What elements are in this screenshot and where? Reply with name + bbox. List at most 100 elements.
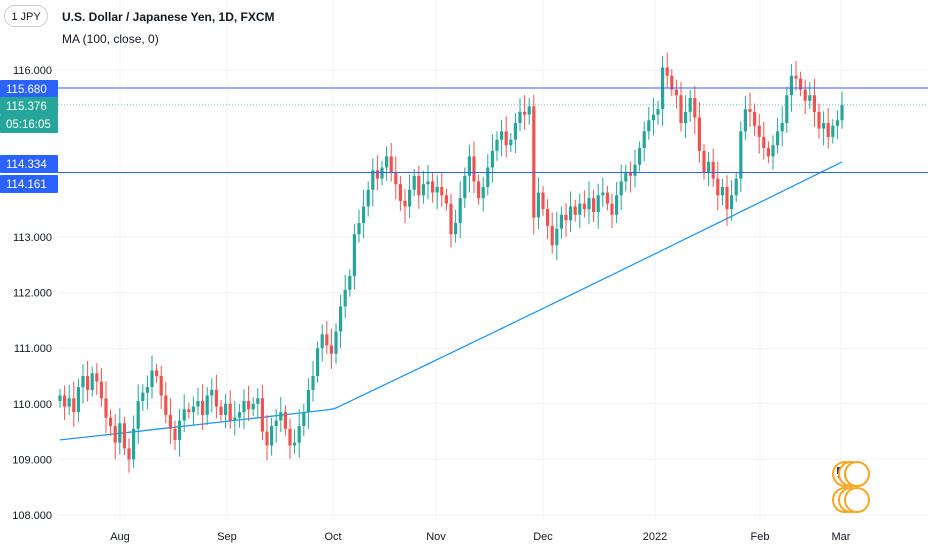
candle xyxy=(440,186,444,196)
candle xyxy=(624,173,628,182)
candle xyxy=(458,198,462,224)
candle xyxy=(504,131,508,146)
candle xyxy=(817,111,821,129)
candle xyxy=(444,195,448,204)
candle xyxy=(518,111,522,124)
candle xyxy=(288,428,292,446)
candle xyxy=(155,370,159,376)
candle xyxy=(191,406,195,413)
x-tick-label: Dec xyxy=(533,531,553,543)
candle xyxy=(412,175,416,190)
candle xyxy=(256,398,260,404)
candle xyxy=(720,186,724,196)
candle xyxy=(656,109,660,115)
price-label-box xyxy=(0,175,58,193)
candle xyxy=(707,161,711,174)
symbol-button[interactable]: 1 JPY xyxy=(4,5,48,27)
candle xyxy=(224,403,228,415)
event-icon[interactable] xyxy=(844,487,870,513)
candle xyxy=(58,395,62,402)
candle xyxy=(159,376,163,396)
candle xyxy=(132,428,136,460)
x-tick-label: Feb xyxy=(751,531,770,543)
price-label-text: 05:16:05 xyxy=(6,119,51,131)
candle xyxy=(541,192,545,210)
candle xyxy=(481,186,485,199)
moving-average-line xyxy=(59,161,843,441)
candle xyxy=(182,409,186,421)
candle xyxy=(173,428,177,440)
candle xyxy=(670,75,674,90)
candle xyxy=(228,403,232,421)
candle xyxy=(334,331,338,354)
candle xyxy=(674,89,678,96)
candle xyxy=(233,417,237,421)
candle xyxy=(789,75,793,96)
candle xyxy=(454,223,458,235)
candle xyxy=(730,195,734,210)
candle xyxy=(196,401,200,407)
candle xyxy=(357,223,361,235)
candle xyxy=(831,125,835,137)
y-tick-label: 109.000 xyxy=(12,454,52,466)
candle xyxy=(500,131,504,140)
y-tick-label: 112.000 xyxy=(13,288,52,300)
indicator-legend[interactable]: MA (100, close, 0) xyxy=(62,32,159,46)
price-label-box xyxy=(0,80,58,98)
candle xyxy=(99,381,103,399)
candle xyxy=(385,156,389,168)
x-axis: Aug Sep Oct Nov Dec 2022 Feb Mar xyxy=(110,531,851,543)
candle xyxy=(748,109,752,112)
candle xyxy=(734,178,738,196)
x-tick-label: Aug xyxy=(110,531,130,543)
candle xyxy=(794,75,798,79)
candle xyxy=(178,420,182,440)
candle xyxy=(72,398,76,413)
candle xyxy=(486,167,490,187)
candle xyxy=(76,387,80,413)
candle xyxy=(389,156,393,174)
candle xyxy=(633,164,637,176)
candle xyxy=(187,409,191,413)
candle xyxy=(362,206,366,224)
candle xyxy=(136,401,140,429)
candle xyxy=(536,192,540,218)
candle xyxy=(762,136,766,149)
candle xyxy=(835,120,839,126)
candle xyxy=(532,106,536,218)
horizontal-levels xyxy=(58,87,928,173)
candle xyxy=(527,106,531,115)
candle xyxy=(118,423,122,443)
candles xyxy=(58,52,844,473)
candle xyxy=(127,448,131,460)
candle xyxy=(449,203,453,235)
candle xyxy=(564,214,568,221)
candle xyxy=(201,401,205,415)
candle xyxy=(431,181,435,193)
candle xyxy=(316,348,320,376)
candle xyxy=(743,109,747,132)
candle xyxy=(803,89,807,101)
event-icon[interactable] xyxy=(844,461,870,487)
candle xyxy=(122,423,126,449)
candle xyxy=(840,104,844,121)
candle xyxy=(697,117,701,151)
candle xyxy=(472,156,476,182)
x-tick-label: Oct xyxy=(324,531,341,543)
candle xyxy=(495,139,499,151)
candle xyxy=(145,387,149,393)
price-label-text: 115.376 xyxy=(6,101,47,113)
candle xyxy=(615,195,619,215)
candle xyxy=(375,170,379,179)
candle xyxy=(247,401,251,410)
candle xyxy=(265,431,269,446)
candle xyxy=(150,370,154,388)
candle xyxy=(693,98,697,118)
candle xyxy=(808,95,812,101)
candle xyxy=(569,206,573,221)
candle xyxy=(638,148,642,165)
candle xyxy=(104,398,108,418)
candle xyxy=(596,195,600,212)
